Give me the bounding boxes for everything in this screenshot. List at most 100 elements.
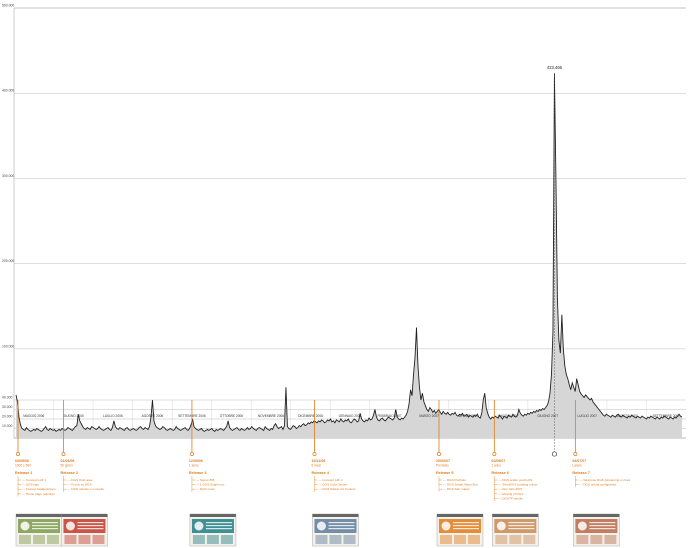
release-name: Release 3 [189,471,207,475]
thumb-block [64,535,77,544]
thumb-block [509,535,522,544]
thumb-block [523,535,536,544]
thumb-text-line [589,528,616,530]
release-subtitle: 1 anno [189,464,199,468]
thumb-logo [316,521,326,531]
release-item: — DGS virtual configurator [579,483,616,487]
release-marker-dot [573,452,578,456]
release-item: — Concept LdF 2 [318,478,343,482]
release-6: 02/05/071 anno Release 6 — DGS scatto yout… [491,400,539,547]
release-marker-dot [61,452,66,456]
thumb-block [495,535,508,544]
release-date: 03/05/06 [15,459,29,463]
thumb-block [576,535,589,544]
release-date: 15/12/06 [311,459,325,463]
thumb-text-line [205,522,232,524]
x-tick-label: AGOSTO 2007 [616,414,638,418]
thumb-text-line [452,528,479,530]
x-tick-label: GENNAIO 2007 [339,414,362,418]
release-thumbnail [61,513,108,547]
thumb-logo [577,521,587,531]
x-tick-label: MAGGIO 2006 [23,414,44,418]
thumb-logo [441,521,451,531]
thumb-text-line [77,528,104,530]
y-tick-label: 20.000 [2,415,12,419]
grid-lines [13,7,686,439]
release-date: 04/07/07 [572,459,586,463]
thumb-logo [496,521,506,531]
x-tick-label: FEBBRAIO 2007 [377,414,401,418]
release-name: Release 2 [60,471,78,475]
x-tick-label: SETTEMBRE 2007 [653,414,681,418]
thumb-block [78,535,91,544]
release-item: — 1 DGS Single box [196,483,225,487]
x-tick-label: GIUGNO 2007 [537,414,558,418]
x-tick-label: AGOSTO 2006 [142,414,164,418]
thumb-block [47,535,59,544]
release-marker-dot [312,452,317,456]
release-item: — DGSTP results [498,496,523,500]
y-tick-label: 10.000 [2,424,12,428]
release-item: — DGS news [196,487,215,491]
release-marker-dot [16,452,20,456]
thumb-titlebar [312,514,359,517]
release-item: — DGS Star maker [443,487,470,491]
thumb-titlebar [61,514,108,517]
thumb-text-line [452,522,479,524]
x-tick-label: LUGLIO 2007 [577,414,597,418]
thumb-text-line [328,525,355,527]
thumb-block [604,535,617,544]
thumb-titlebar [16,514,62,517]
peak-marker: 423.466 [547,65,563,457]
y-tick-label: 300.000 [2,174,14,178]
thumb-text-line [508,522,535,524]
x-tick-label: GIUGNO 2006 [63,414,84,418]
thumb-block [590,535,603,544]
release-marker-dot [437,452,441,456]
release-subtitle: Premiato [436,464,449,468]
x-tick-label: NOVEMBRE 2006 [258,414,284,418]
thumb-logo [194,521,204,531]
release-item: — Format Gadgetazione [22,487,56,491]
release-item: — DGS ligio [22,483,39,487]
peak-circle [551,451,557,457]
release-thumbnail [436,513,484,547]
release-item: — DGS scatto youth A/S [498,478,532,482]
series-line [15,73,683,432]
release-item: — SiAmDGS bodding online [498,483,537,487]
thumb-block [33,535,45,544]
x-tick-label: LUGLIO 2006 [103,414,123,418]
release-item: — Welcome DGS (streaming on line) [579,478,630,482]
thumb-block [343,535,356,544]
y-axis: 500.000 400.000 300.000 200.000 100.000 40.00… [2,4,14,429]
thumb-block [315,535,328,544]
release-subtitle: 50 giorni [60,464,73,468]
thumb-titlebar [492,514,539,517]
thumb-text-line [205,525,232,527]
release-subtitle: 6 mesi [311,464,321,468]
release-item: — DGS Sticker art Contest [318,487,355,491]
thumb-text-line [328,522,355,524]
thumb-text-line [32,522,58,524]
thumb-text-line [77,525,104,527]
x-tick-label: MARZO 2007 [419,414,439,418]
peak-label: 423.466 [547,65,563,70]
x-axis: MAGGIO 2006 GIUGNO 2006 LUGLIO 2006 AGOSTO … [23,414,680,418]
release-thumbnail [573,513,620,547]
release-marker-dot [189,452,194,456]
x-tick-label: OTTOBRE 2006 [220,414,244,418]
release-item: — DGS navette e consulte [67,487,104,491]
release-item: — DGS Single Video Box [443,483,478,487]
thumb-block [19,535,31,544]
thumb-text-line [32,528,58,530]
release-date: 12/09/06 [189,459,203,463]
y-tick-label: 100.000 [2,344,14,348]
y-tick-label: 500.000 [2,4,14,8]
x-tick-label: APRILE 2007 [459,414,479,418]
